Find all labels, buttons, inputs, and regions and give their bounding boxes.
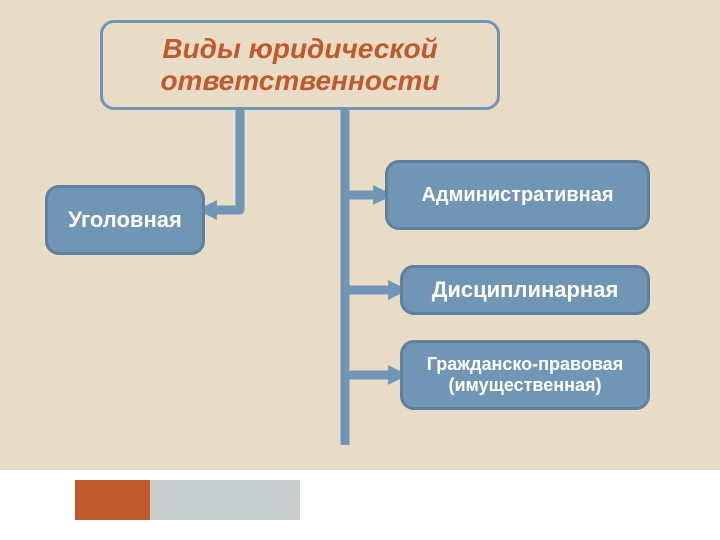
- footer-block-grey: [150, 480, 300, 520]
- footer-block-accent: [75, 480, 150, 520]
- node-criminal-label: Уголовная: [68, 207, 182, 232]
- node-discipline: Дисциплинарная: [400, 265, 650, 315]
- title-box: Виды юридической ответственности: [100, 20, 500, 110]
- node-criminal: Уголовная: [45, 185, 205, 255]
- node-discipline-label: Дисциплинарная: [432, 277, 619, 302]
- node-admin: Административная: [385, 160, 650, 230]
- node-admin-label: Административная: [421, 184, 613, 207]
- title-text: Виды юридической ответственности: [109, 33, 491, 97]
- node-civil: Гражданско-правовая (имущественная): [400, 340, 650, 410]
- node-civil-label: Гражданско-правовая (имущественная): [409, 354, 641, 395]
